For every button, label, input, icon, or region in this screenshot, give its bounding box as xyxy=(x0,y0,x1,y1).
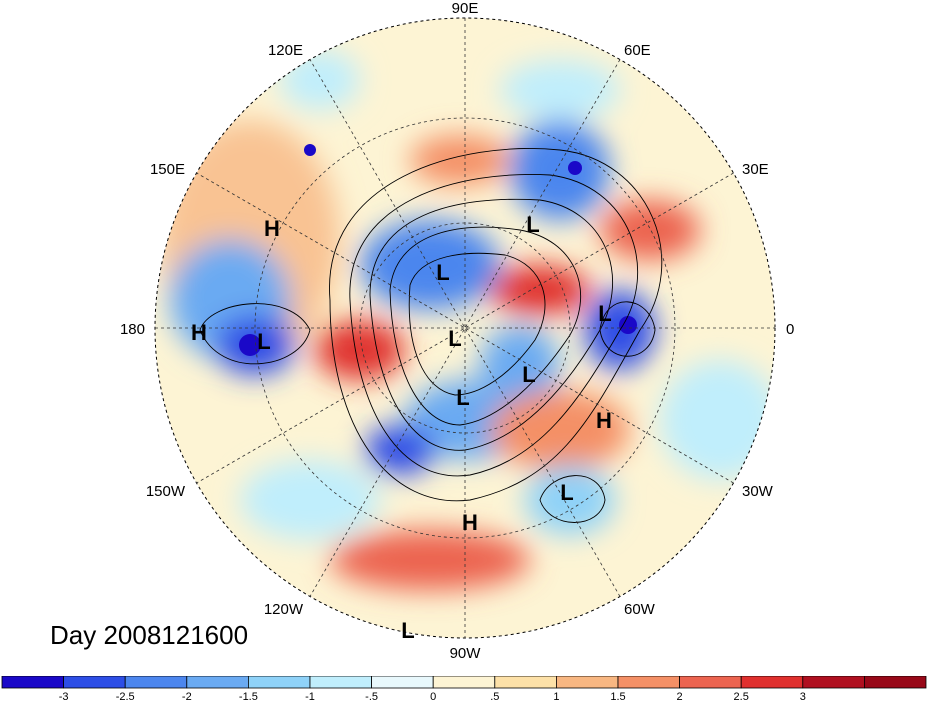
pressure-center-marker: L xyxy=(401,618,414,643)
colorbar-boxes xyxy=(1,676,927,689)
colorbar-label: -1 xyxy=(305,691,315,702)
colorbar-box xyxy=(309,676,372,689)
pressure-centers: H H L L L L L L L H L H L xyxy=(191,212,612,643)
colorbar-box xyxy=(494,676,557,689)
colorbar-box xyxy=(864,676,927,689)
colorbar-label: 2.5 xyxy=(734,691,749,702)
lon-label: 150E xyxy=(150,161,185,178)
lon-label: 60W xyxy=(624,601,656,618)
lon-label: 0 xyxy=(786,321,794,338)
colorbar-box xyxy=(186,676,249,689)
colorbar-label: 3 xyxy=(800,691,806,702)
colorbar-box xyxy=(1,676,64,689)
colorbar-label: -2.5 xyxy=(116,691,135,702)
pressure-center-marker: L xyxy=(456,385,469,410)
pressure-center-marker: H xyxy=(191,320,207,345)
longitude-labels: 90E 60E 30E 0 30W 60W 90W 120W 150W 180 … xyxy=(120,0,794,662)
colorbar-box xyxy=(617,676,680,689)
colorbar: -3 -2.5 -2 -1.5 -1 -.5 0 .5 1 1.5 2 2.5 3 xyxy=(1,676,927,702)
meridian-60w-120e xyxy=(309,59,621,597)
lon-label: 120E xyxy=(268,42,303,59)
colorbar-label: .5 xyxy=(490,691,499,702)
map-grid xyxy=(154,17,776,639)
pressure-center-marker: L xyxy=(436,260,449,285)
colorbar-box xyxy=(740,676,804,689)
colorbar-box xyxy=(802,676,865,689)
lon-label: 30W xyxy=(742,483,774,500)
pressure-center-marker: L xyxy=(522,362,535,387)
colorbar-box xyxy=(371,676,434,689)
meridian-60e-120w xyxy=(309,59,621,597)
pressure-center-marker: H xyxy=(462,510,478,535)
colorbar-box xyxy=(679,676,742,689)
pressure-center-marker: L xyxy=(560,480,573,505)
pressure-center-marker: H xyxy=(596,408,612,433)
pressure-center-marker: L xyxy=(526,212,539,237)
lon-label: 150W xyxy=(146,483,186,500)
lon-label: 120W xyxy=(264,601,304,618)
colorbar-label: -.5 xyxy=(365,691,378,702)
lon-label: 90W xyxy=(450,645,482,662)
colorbar-label: 0 xyxy=(430,691,436,702)
colorbar-label: 2 xyxy=(677,691,683,702)
colorbar-label: -3 xyxy=(59,691,69,702)
pressure-center-marker: L xyxy=(257,329,270,354)
colorbar-box xyxy=(432,676,496,689)
anomaly-field xyxy=(155,18,775,638)
meridian-30e-150w xyxy=(196,172,734,484)
colorbar-box xyxy=(556,676,619,689)
colorbar-label: -1.5 xyxy=(239,691,258,702)
pressure-center-marker: L xyxy=(448,326,461,351)
colorbar-labels: -3 -2.5 -2 -1.5 -1 -.5 0 .5 1 1.5 2 2.5 3 xyxy=(59,691,806,702)
pressure-center-marker: H xyxy=(264,216,280,241)
meridian-30w-150e xyxy=(196,172,734,484)
pressure-center-marker: L xyxy=(598,301,611,326)
lon-label: 90E xyxy=(452,0,479,17)
plot-title: Day 2008121600 xyxy=(50,620,249,650)
colorbar-box xyxy=(63,676,126,689)
colorbar-label: 1 xyxy=(553,691,559,702)
colorbar-box xyxy=(124,676,188,689)
colorbar-label: -2 xyxy=(182,691,192,702)
grid-circle-middle xyxy=(254,117,676,539)
colorbar-label: 1.5 xyxy=(610,691,625,702)
lon-label: 30E xyxy=(742,161,769,178)
polar-stereographic-map: 90E 60E 30E 0 30W 60W 90W 120W 150W 180 … xyxy=(120,0,794,662)
colorbar-box xyxy=(247,676,311,689)
lon-label: 60E xyxy=(624,42,651,59)
lon-label: 180 xyxy=(120,321,145,338)
